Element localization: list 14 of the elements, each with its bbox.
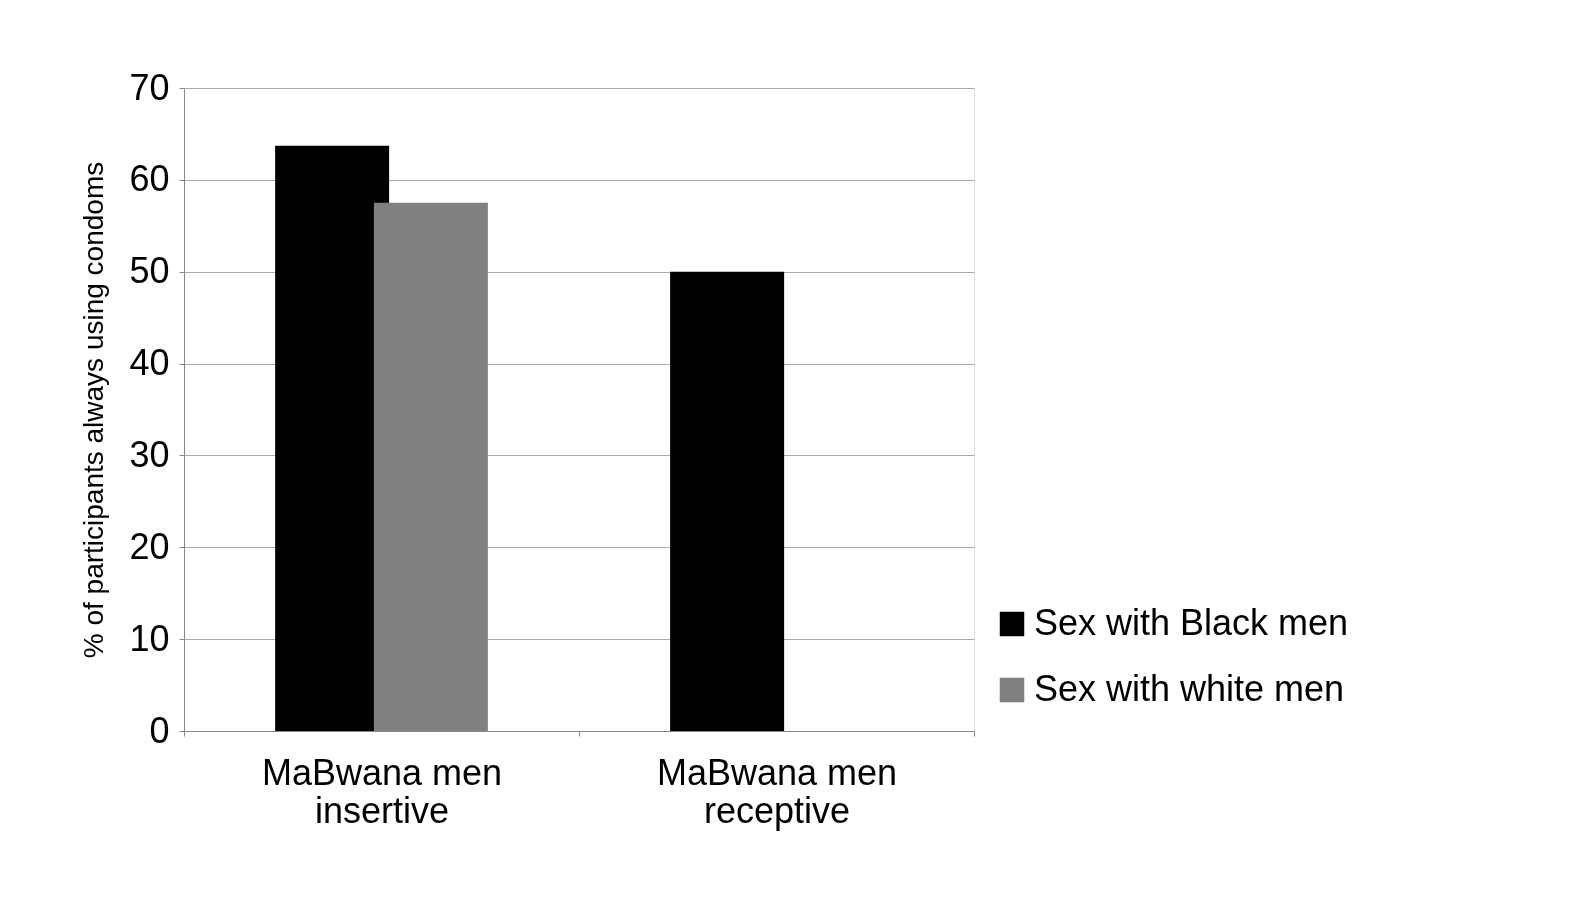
y-tick-label: 10 (129, 617, 170, 659)
y-axis-title: % of participants always using condoms (78, 161, 110, 659)
y-tick-label: 50 (129, 250, 170, 292)
x-tick-label: MaBwana men insertive (261, 751, 503, 831)
y-tick-label: 60 (129, 158, 170, 200)
y-tick-label: 30 (129, 433, 170, 475)
y-tick-label: 20 (129, 525, 170, 567)
x-tick-label: MaBwana men receptive (656, 751, 898, 831)
y-tick-label: 40 (129, 342, 170, 384)
legend-label: Sex with Black men (1034, 602, 1349, 643)
bar (670, 271, 785, 731)
y-tick-label: 70 (129, 66, 170, 108)
y-tick-label: 0 (149, 709, 170, 751)
legend-label: Sex with white men (1034, 668, 1345, 709)
